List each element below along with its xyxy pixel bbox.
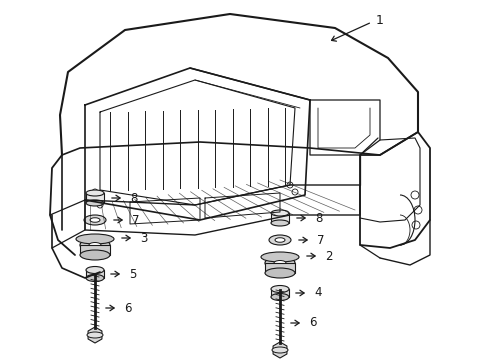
Ellipse shape xyxy=(80,239,110,252)
Ellipse shape xyxy=(87,332,103,338)
Bar xyxy=(86,193,104,203)
Ellipse shape xyxy=(86,266,104,274)
Ellipse shape xyxy=(264,256,294,270)
Ellipse shape xyxy=(89,243,101,248)
Bar xyxy=(270,289,288,297)
Ellipse shape xyxy=(76,234,114,244)
Text: 7: 7 xyxy=(132,213,139,226)
Ellipse shape xyxy=(261,252,298,262)
Ellipse shape xyxy=(270,210,288,216)
Ellipse shape xyxy=(274,238,285,242)
Text: 3: 3 xyxy=(140,231,147,244)
Ellipse shape xyxy=(270,220,288,226)
Ellipse shape xyxy=(270,293,288,301)
Ellipse shape xyxy=(273,261,285,266)
Text: 6: 6 xyxy=(308,316,316,329)
Text: 1: 1 xyxy=(375,14,383,27)
Text: 8: 8 xyxy=(130,192,137,204)
Ellipse shape xyxy=(86,190,104,196)
Bar xyxy=(80,245,110,255)
Ellipse shape xyxy=(90,218,100,222)
Ellipse shape xyxy=(271,347,287,353)
Ellipse shape xyxy=(86,274,104,282)
Text: 2: 2 xyxy=(325,249,332,262)
Ellipse shape xyxy=(270,285,288,292)
Text: 8: 8 xyxy=(314,212,322,225)
Ellipse shape xyxy=(264,268,294,278)
Bar xyxy=(264,263,294,273)
Text: 4: 4 xyxy=(313,287,321,300)
Ellipse shape xyxy=(86,200,104,206)
Text: 6: 6 xyxy=(124,302,131,315)
Text: 5: 5 xyxy=(129,267,136,280)
Text: 7: 7 xyxy=(316,234,324,247)
Ellipse shape xyxy=(84,215,106,225)
Bar xyxy=(86,270,104,278)
Ellipse shape xyxy=(268,235,290,245)
Ellipse shape xyxy=(80,250,110,260)
Bar xyxy=(270,213,288,223)
